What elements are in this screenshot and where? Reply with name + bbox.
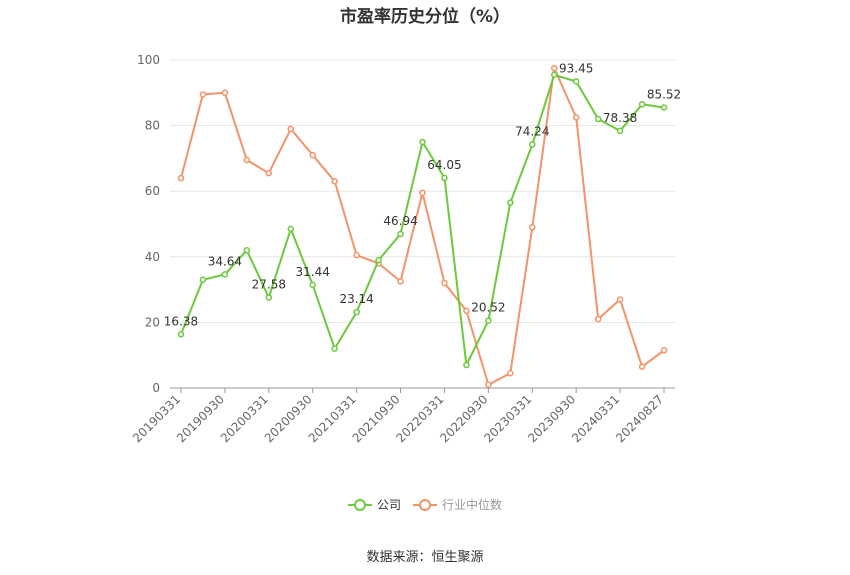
company-data-label: 34.64 [208,254,242,268]
company-data-point [572,78,580,85]
industry-median-data-point [419,189,426,197]
legend-line-marker-icon [413,498,437,511]
chart-title: 市盈率历史分位（%） [339,7,511,27]
company-data-point [265,294,273,301]
company-data-point [353,308,360,316]
company-data-label: 74.24 [515,124,549,138]
company-data-point [287,225,295,233]
series-layer [177,64,668,388]
industry-median-data-point [177,174,185,182]
company-data-point [221,271,229,278]
company-data-point [638,101,646,108]
company-data-label: 85.52 [647,87,681,101]
company-data-point [441,174,448,182]
industry-median-data-point [529,224,536,231]
industry-median-data-point [265,169,273,177]
x-axis: 2019033120190930202003312020093020210331… [130,387,675,445]
industry-median-data-point [331,178,338,185]
industry-median-data-point [594,315,602,323]
company-data-label: 46.94 [383,214,417,228]
company-data-label: 20.52 [471,301,505,315]
company-data-label: 23.14 [339,292,373,306]
legend: 公司 行业中位数 [0,496,850,515]
industry-median-data-point [616,296,624,303]
y-tick-label: 60 [145,184,160,198]
company-data-label: 93.45 [559,61,593,75]
company-data-point [529,141,536,148]
company-data-label: 31.44 [296,265,330,279]
x-tick-label: 20240827 [613,392,666,445]
y-tick-label: 80 [145,119,160,133]
legend-item-industry-median[interactable]: 行业中位数 [413,496,502,513]
data-labels: 16.38 34.64 27.58 31.44 23.14 46.94 64.05 20.52… [164,61,681,328]
industry-median-data-point [572,114,580,121]
company-data-point [419,138,426,146]
industry-median-data-point [397,278,404,285]
company-data-point [616,127,624,135]
legend-label: 行业中位数 [442,498,503,512]
company-data-point [485,317,492,324]
industry-median-series-line [180,67,665,386]
industry-median-data-point [221,89,229,97]
industry-median-data-point [353,251,360,259]
industry-median-data-point [638,363,646,370]
source-text: 数据来源：恒生聚源 [366,550,484,565]
company-data-point [375,256,382,264]
industry-median-data-point [507,369,514,377]
company-data-point [463,361,470,369]
industry-median-data-point [441,279,448,287]
industry-median-data-point [463,307,470,315]
legend-circle [353,498,366,511]
industry-median-data-point [550,64,558,72]
company-data-label: 16.38 [164,314,198,328]
y-tick-label: 40 [145,250,160,264]
industry-median-data-point [199,91,207,98]
company-data-label: 27.58 [252,278,286,292]
y-tick-label: 20 [145,315,160,329]
company-series-line [180,73,665,366]
company-data-point [660,104,668,111]
industry-median-data-point [485,381,492,388]
company-data-point [177,331,185,338]
industry-median-data-point [243,156,251,164]
company-data-point [507,199,514,206]
company-data-point [550,71,558,79]
y-tick-label: 0 [152,381,160,395]
company-data-point [331,345,338,352]
company-data-label: 78.38 [603,111,637,125]
company-data-point [397,230,404,238]
industry-median-data-point [660,347,668,354]
company-data-point [243,246,251,254]
legend-line-marker-icon [347,498,372,511]
legend-label: 公司 [376,498,401,512]
legend-item-company[interactable]: 公司 [347,496,401,513]
y-tick-label: 100 [137,53,160,67]
industry-median-data-point [287,125,295,133]
company-data-point [594,115,602,123]
y-axis: 0 20 40 60 80 100 [137,53,160,395]
industry-median-data-point [309,151,316,159]
legend-circle [419,498,431,511]
company-data-point [309,281,316,289]
company-data-point [199,276,207,284]
company-data-label: 64.05 [427,158,461,172]
